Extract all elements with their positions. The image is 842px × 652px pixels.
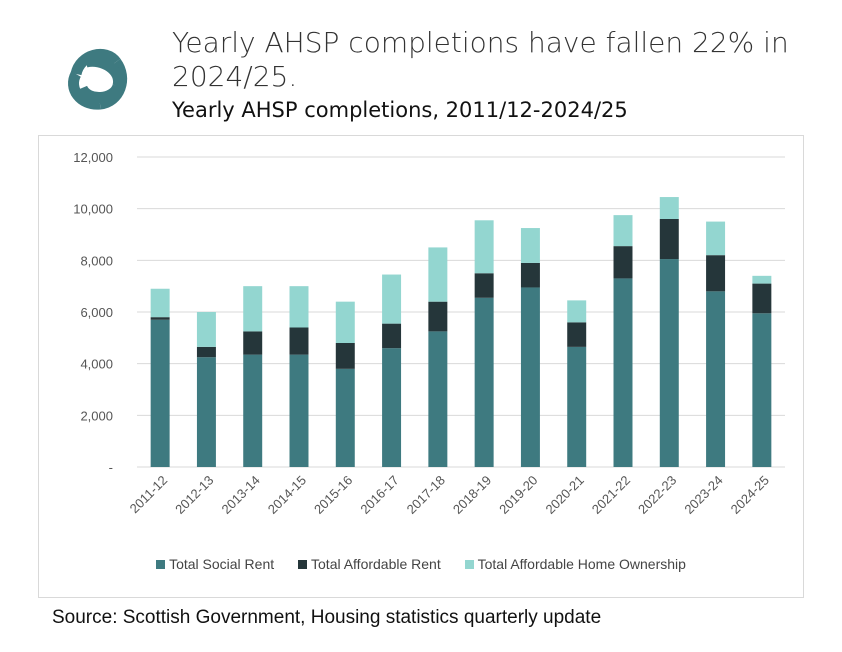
bar-home-ownership-2021-22: [613, 215, 633, 247]
legend-item-home-ownership: Total Affordable Home Ownership: [464, 556, 686, 572]
bar-affordable-rent-2017-18: [428, 301, 448, 332]
bar-social-rent-2022-23: [659, 259, 679, 467]
legend-item-social-rent: Total Social Rent: [156, 556, 274, 572]
bar-social-rent-2020-21: [567, 346, 587, 467]
chart-area: - 2,000 4,000 6,000 8,000 10,000 12,000 2011-12…: [38, 135, 804, 598]
bar-social-rent-2023-24: [706, 291, 726, 467]
legend-swatch-affordable-rent: [298, 560, 308, 569]
bar-social-rent-2011-12: [150, 319, 170, 467]
bar-home-ownership-2019-20: [520, 228, 540, 263]
x-tick-label: 2022-23: [635, 473, 679, 517]
bar-affordable-rent-2019-20: [520, 262, 540, 288]
bar-social-rent-2016-17: [382, 348, 402, 467]
y-tick-label: -: [109, 460, 113, 475]
bar-affordable-rent-2015-16: [335, 343, 355, 369]
bar-social-rent-2019-20: [520, 287, 540, 467]
legend-item-affordable-rent: Total Affordable Rent: [298, 556, 441, 572]
bar-affordable-rent-2011-12: [150, 317, 170, 320]
y-tick-label: 10,000: [73, 202, 113, 217]
legend: Total Social Rent Total Affordable Rent …: [38, 556, 804, 572]
source-note: Source: Scottish Government, Housing sta…: [52, 607, 602, 628]
bar-social-rent-2015-16: [335, 368, 355, 467]
x-tick-label: 2021-22: [589, 473, 633, 517]
x-tick-label: 2011-12: [127, 473, 171, 517]
bar-social-rent-2018-19: [474, 297, 494, 467]
bar-home-ownership-2013-14: [243, 286, 263, 332]
legend-swatch-social-rent: [156, 560, 166, 569]
y-tick-label: 8,000: [80, 253, 113, 268]
x-tick-label: 2015-16: [311, 473, 355, 517]
bar-social-rent-2021-22: [613, 278, 633, 467]
legend-label-affordable-rent: Total Affordable Rent: [311, 556, 441, 572]
x-tick-label: 2018-19: [450, 473, 494, 517]
bar-affordable-rent-2023-24: [706, 255, 726, 292]
bar-home-ownership-2022-23: [659, 197, 679, 219]
bar-affordable-rent-2018-19: [474, 273, 494, 298]
x-tick-label: 2013-14: [218, 473, 262, 517]
y-tick-label: 2,000: [80, 408, 113, 423]
bar-home-ownership-2012-13: [196, 312, 216, 347]
bar-home-ownership-2023-24: [706, 221, 726, 256]
bar-home-ownership-2024-25: [752, 275, 772, 284]
x-tick-label: 2016-17: [357, 473, 401, 517]
legend-swatch-home-ownership: [464, 560, 474, 569]
x-tick-label: 2023-24: [681, 473, 725, 517]
y-tick-label: 4,000: [80, 357, 113, 372]
x-tick-label: 2012-13: [172, 473, 216, 517]
legend-label-social-rent: Total Social Rent: [169, 556, 275, 572]
legend-label-home-ownership: Total Affordable Home Ownership: [477, 556, 686, 572]
chart-title: Yearly AHSP completions, 2011/12-2024/25: [172, 98, 628, 122]
bar-home-ownership-2016-17: [382, 274, 402, 324]
y-tick-label: 6,000: [80, 305, 113, 320]
bar-home-ownership-2011-12: [150, 288, 170, 318]
bar-social-rent-2017-18: [428, 331, 448, 467]
stacked-bar-chart: - 2,000 4,000 6,000 8,000 10,000 12,000 2011-12…: [73, 150, 785, 517]
x-tick-label: 2019-20: [496, 473, 540, 517]
bar-affordable-rent-2022-23: [659, 219, 679, 260]
bar-affordable-rent-2012-13: [196, 346, 216, 358]
bar-affordable-rent-2020-21: [567, 322, 587, 347]
three-loop-knot-logo: [68, 48, 128, 110]
bar-home-ownership-2014-15: [289, 286, 309, 328]
bar-affordable-rent-2021-22: [613, 246, 633, 279]
bar-social-rent-2024-25: [752, 313, 772, 467]
y-tick-label: 12,000: [73, 150, 113, 165]
x-tick-label: 2024-25: [728, 473, 772, 517]
bar-affordable-rent-2024-25: [752, 283, 772, 314]
bar-social-rent-2013-14: [243, 354, 263, 467]
x-tick-label: 2017-18: [404, 473, 448, 517]
bar-social-rent-2012-13: [196, 357, 216, 467]
bar-affordable-rent-2016-17: [382, 323, 402, 349]
x-tick-label: 2020-21: [542, 473, 586, 517]
bar-affordable-rent-2014-15: [289, 327, 309, 355]
bar-home-ownership-2018-19: [474, 220, 494, 274]
bar-home-ownership-2015-16: [335, 301, 355, 343]
bar-home-ownership-2017-18: [428, 247, 448, 302]
bar-affordable-rent-2013-14: [243, 331, 263, 355]
bar-social-rent-2014-15: [289, 354, 309, 467]
x-tick-label: 2014-15: [265, 473, 309, 517]
bar-home-ownership-2020-21: [567, 300, 587, 323]
headline: Yearly AHSP completions have fallen 22% …: [172, 26, 789, 93]
